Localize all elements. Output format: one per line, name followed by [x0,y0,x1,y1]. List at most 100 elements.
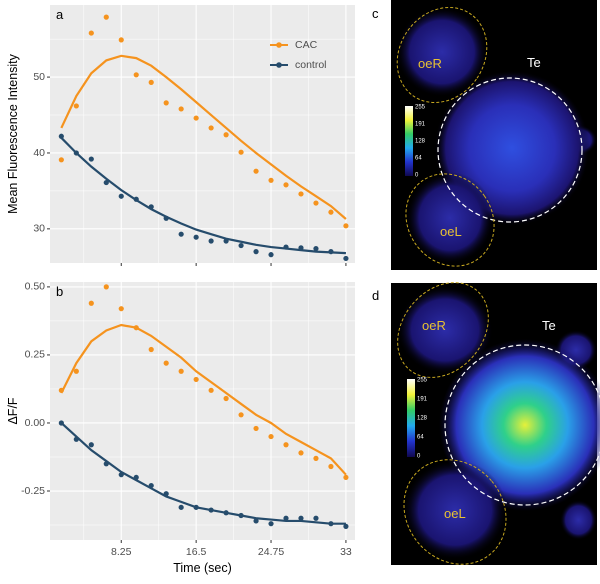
region-label: oeL [440,224,462,239]
oer-outline [397,282,489,378]
data-point [178,231,184,237]
colorbar-label: 64 [417,435,424,441]
data-point [58,157,64,163]
fit-line [60,323,347,476]
data-point [268,252,274,258]
y-tick-label: 0.25 [25,349,46,361]
panel-label: a [56,7,64,22]
data-point [223,132,229,138]
data-point [133,72,139,78]
plot-background [50,282,355,540]
panel-c: c oeR Te oeL 255 191 128 64 0 [372,0,597,270]
data-point [103,14,109,20]
data-point [298,450,304,456]
data-point [283,442,289,448]
data-point [328,209,334,215]
y-tick-label: 0.50 [25,281,46,293]
data-point [253,425,259,432]
data-point [238,512,244,519]
oel-outline [403,459,507,565]
data-point [343,474,349,481]
colorbar [407,379,415,457]
data-point [223,395,229,402]
y-axis-label: Mean Fluorescence Intensity [6,53,20,214]
data-point [163,491,169,497]
data-point [313,515,319,521]
data-point [73,150,79,156]
y-tick-label: -0.25 [21,485,45,497]
data-point [118,193,124,199]
legend-marker [276,62,282,68]
data-point [133,474,139,481]
x-tick-label: 24.75 [258,546,284,558]
oer-signal [397,286,493,374]
panel-d: d oeR Te oeL 255 191 128 64 0 [372,282,600,565]
data-point [253,518,259,524]
colorbar-label: 0 [415,173,419,179]
data-point [178,504,184,510]
data-point [343,223,349,229]
data-point [103,179,109,186]
data-point [223,510,229,516]
data-point [343,255,349,262]
oel-signal [406,172,494,264]
data-point [163,360,169,366]
data-point [283,182,289,188]
data-point [118,37,124,43]
data-point [88,300,94,306]
data-point [298,515,304,521]
fit-line [60,137,346,255]
region-label: Te [527,55,541,70]
y-tick-label: 0.00 [25,417,46,429]
data-point [73,436,79,442]
oer-outline [396,6,488,104]
data-point [313,455,319,461]
y-axis-label: ΔF/F [6,397,20,424]
data-point [223,238,229,244]
data-point [253,168,259,174]
data-point [208,125,214,131]
colorbar-label: 128 [415,139,426,145]
legend-marker [276,42,282,48]
panel-label: b [56,284,63,299]
data-point [328,463,334,470]
data-point [118,472,124,478]
data-point [193,234,199,240]
colorbar-label: 255 [415,105,426,111]
colorbar-label: 191 [417,397,428,403]
data-point [73,103,79,109]
data-point [148,482,154,489]
te-outline [437,77,583,223]
data-point [268,177,274,183]
oel-signal [403,460,507,560]
data-point [58,387,64,393]
fit-line [60,422,346,525]
oer-signal [396,7,488,97]
data-point [73,368,79,374]
x-tick-label: 8.25 [111,546,132,558]
data-point [313,200,319,206]
data-point [208,238,214,244]
data-point [208,387,214,393]
legend-label: CAC [295,39,318,51]
data-point [163,215,169,221]
data-point [148,79,154,85]
region-label: oeR [422,318,446,333]
data-point [193,376,199,383]
data-point [193,504,199,510]
colorbar-label: 128 [417,416,428,422]
region-label: oeL [444,506,466,521]
colorbar-label: 191 [415,122,426,128]
data-point [88,442,94,448]
data-point [133,196,139,202]
data-point [58,420,64,426]
data-point [118,306,124,312]
colorbar-label: 255 [417,378,428,384]
data-point [238,242,244,249]
panel-label: d [372,288,379,303]
data-point [133,325,139,331]
legend-label: control [295,59,327,71]
data-point [238,149,244,155]
data-point [253,249,259,255]
